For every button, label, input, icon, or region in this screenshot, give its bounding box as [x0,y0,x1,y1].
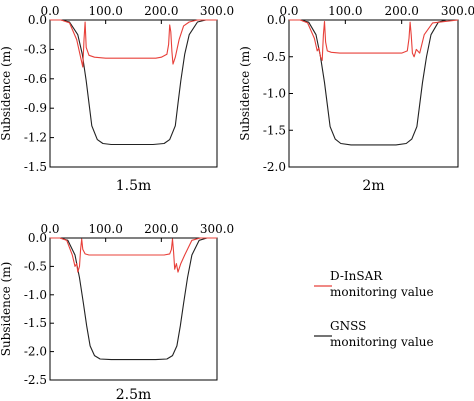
x-tick-label: 0.0 [40,222,59,236]
x-tick-label: 100.0 [328,4,362,18]
y-axis-label: Subsidence (m) [238,46,252,141]
y-tick-label: -1.2 [24,131,47,145]
legend: D-InSAR monitoring value GNSS monitoring va… [314,269,434,349]
series-line-gnss [50,237,217,361]
y-tick-label: -0.6 [24,72,47,86]
y-axis-label: Subsidence (m) [0,46,13,141]
x-tick-label: 300.0 [200,4,234,18]
series-line-gnss [50,19,217,146]
x-tick-label: 0.0 [279,4,298,18]
y-tick-label: -1.5 [263,123,286,137]
chart-panel-1: 0.0 100.0 200.0 300.0 0.0 -0.3 -0.6 -0.9 -1.2 -1.… [0,4,234,194]
y-tick-label: 0.0 [267,13,286,27]
x-tick-label: 100.0 [88,4,122,18]
y-tick-label: -0.5 [263,50,286,64]
y-tick-label: -2.5 [24,373,47,387]
legend-label-line1: D-InSAR [330,269,383,283]
y-tick-label: -0.3 [24,42,47,56]
plot-frame [49,237,218,381]
x-tick-label: 200.0 [384,4,418,18]
legend-label-line1: GNSS [330,319,366,333]
panel-caption: 2m [362,178,384,194]
y-tick-label: -1.0 [24,288,47,302]
series-line-dinsar [50,19,217,68]
y-tick-label: 0.0 [28,231,47,245]
y-axis-label: Subsidence (m) [0,262,13,357]
y-tick-label: -1.0 [263,87,286,101]
legend-label-line2: monitoring value [330,335,434,349]
x-tick-label: 300.0 [200,222,234,236]
y-tick-label: 0.0 [28,13,47,27]
y-tick-label: -1.5 [24,160,47,174]
legend-label-line2: monitoring value [330,285,434,299]
y-tick-label: -0.9 [24,101,47,115]
y-tick-label: -2.0 [263,160,286,174]
x-tick-label: 300.0 [441,4,474,18]
x-tick-label: 0.0 [40,4,59,18]
x-tick-label: 200.0 [144,4,178,18]
y-tick-label: -2.0 [24,345,47,359]
x-tick-label: 200.0 [144,222,178,236]
series-line-dinsar [289,19,459,61]
panel-caption: 2.5m [116,387,152,401]
x-tick-label: 100.0 [88,222,122,236]
plot-frame [49,19,218,168]
chart-panel-3: 0.0 100.0 200.0 300.0 0.0 -0.5 -1.0 -1.5 -2.0 -2.… [0,222,234,401]
y-tick-label: -0.5 [24,259,47,273]
panel-caption: 1.5m [116,178,152,194]
chart-panel-2: 0.0 100.0 200.0 300.0 0.0 -0.5 -1.0 -1.5 -2.0 Sub… [238,4,474,194]
series-line-dinsar [50,237,217,273]
y-tick-label: -1.5 [24,316,47,330]
